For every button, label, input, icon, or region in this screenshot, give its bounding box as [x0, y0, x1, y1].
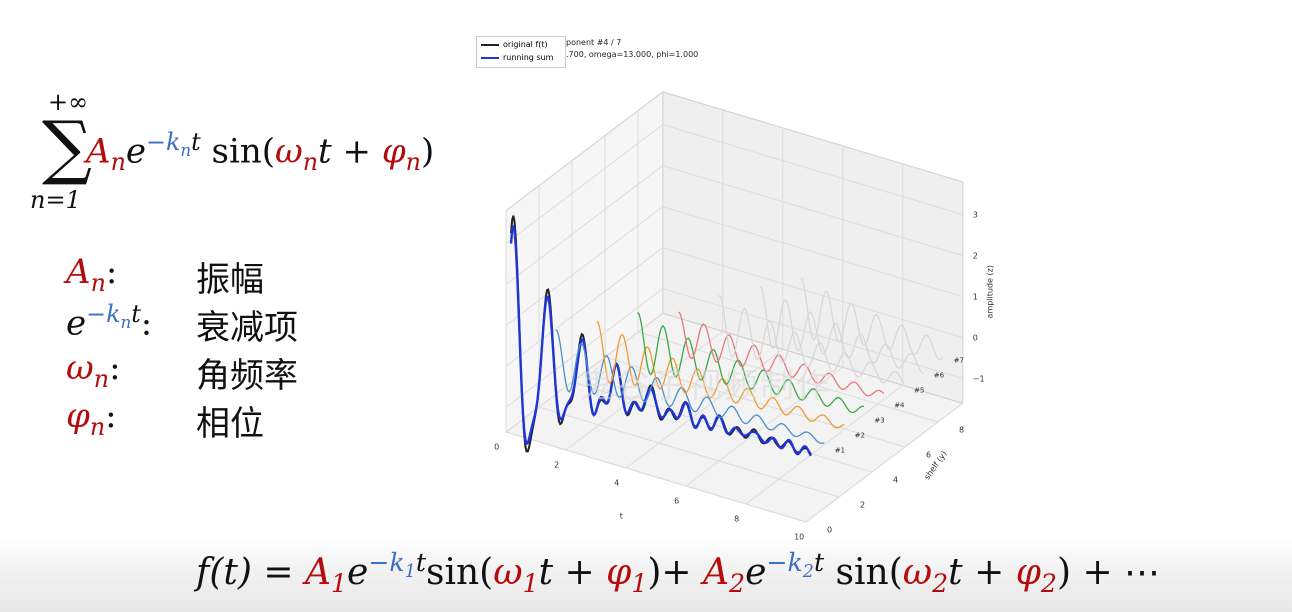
legend-desc-amplitude: 振幅	[196, 260, 264, 300]
z-tick-label: 3	[973, 211, 978, 220]
series-label: #5	[914, 386, 924, 394]
series-label: #7	[954, 356, 964, 364]
y-tick-label: 2	[860, 501, 865, 510]
z-tick-label: 0	[973, 334, 978, 343]
chart-panes	[504, 90, 964, 523]
gridline-y	[505, 210, 807, 523]
z-tick-label: 2	[973, 252, 978, 261]
legend-desc-angular-frequency: 角频率	[196, 356, 298, 396]
legend-row-decay: e−knt: 衰减项	[66, 300, 298, 348]
sigma-symbol: ∑	[42, 106, 92, 188]
series-label: #2	[855, 431, 865, 439]
series-line-n1	[555, 329, 825, 444]
x-tick-label: 6	[674, 497, 679, 506]
gridline-t	[805, 181, 964, 523]
series-label: #6	[934, 371, 945, 379]
series-line-originalft	[510, 215, 812, 455]
bottom-band	[0, 540, 1292, 612]
gridline-z	[505, 288, 963, 408]
series-label: #4	[894, 401, 905, 409]
series-line-n3	[637, 312, 864, 414]
gridline-z	[505, 247, 963, 367]
chart-gridlines	[505, 91, 964, 523]
series-line-n2	[596, 320, 845, 429]
watermark: 鬼谷子视频制作	[580, 366, 832, 406]
gridline-z	[505, 165, 963, 285]
legend-desc-decay: 衰减项	[196, 308, 298, 348]
series-label: #1	[835, 446, 845, 454]
legend-row-angular-frequency: ωn: 角频率	[66, 348, 298, 396]
sum-upper-limit: +∞	[48, 88, 89, 116]
plot-legend: original f(t) running sum	[476, 36, 566, 68]
y-tick-label: 6	[926, 451, 931, 460]
x-tick-label: 0	[494, 443, 499, 452]
legend-row-amplitude: An: 振幅	[66, 252, 264, 300]
plot-title-line1: ponent #4 / 7	[566, 38, 622, 47]
legend-desc-phase: 相位	[196, 404, 264, 444]
series-line-n7	[800, 277, 944, 361]
series-line-runningsum	[509, 225, 812, 457]
x-tick-label: 2	[554, 461, 559, 470]
sum-term: Ane−knt sin(ωnt + φn)	[86, 128, 435, 177]
series-line-n4	[677, 311, 885, 397]
z-tick-label: −1	[973, 375, 985, 384]
summation-formula: +∞ ∑ n=1 Ane−knt sin(ωnt + φn)	[22, 88, 482, 218]
sum-lower-limit: n=1	[30, 186, 81, 214]
legend-item-original: original f(t)	[481, 40, 548, 49]
chart-3d-plot: #1#2#3#4#5#6#7 0246810024683210−1tshelf …	[494, 90, 995, 541]
chart-curves: #1 #2 #3 #4 #5 #6 #7	[509, 215, 964, 457]
bottom-formula: f(t) = A1e−k1tsin(ω1t + φ1)+ A2e−k2t sin…	[196, 548, 1161, 599]
y-tick-label: 4	[893, 476, 898, 485]
gridline-z	[505, 124, 963, 244]
legend-row-phase: φn: 相位	[66, 396, 264, 444]
series-label: #3	[874, 416, 884, 424]
y-tick-label: 8	[959, 426, 964, 435]
legend-item-running-sum: running sum	[481, 53, 553, 62]
plot-title-line2: .700, omega=13.000, phi=1.000	[566, 50, 699, 59]
y-tick-label: 0	[827, 526, 832, 535]
gridline-z	[505, 206, 963, 326]
z-tick-label: 1	[973, 293, 978, 302]
x-axis-label: t	[620, 512, 623, 521]
series-line-n5	[718, 294, 905, 384]
z-axis-label: amplitude (z)	[986, 265, 995, 318]
x-tick-label: 8	[734, 515, 739, 524]
x-tick-label: 4	[614, 479, 619, 488]
x-tick-label: 10	[794, 533, 804, 541]
